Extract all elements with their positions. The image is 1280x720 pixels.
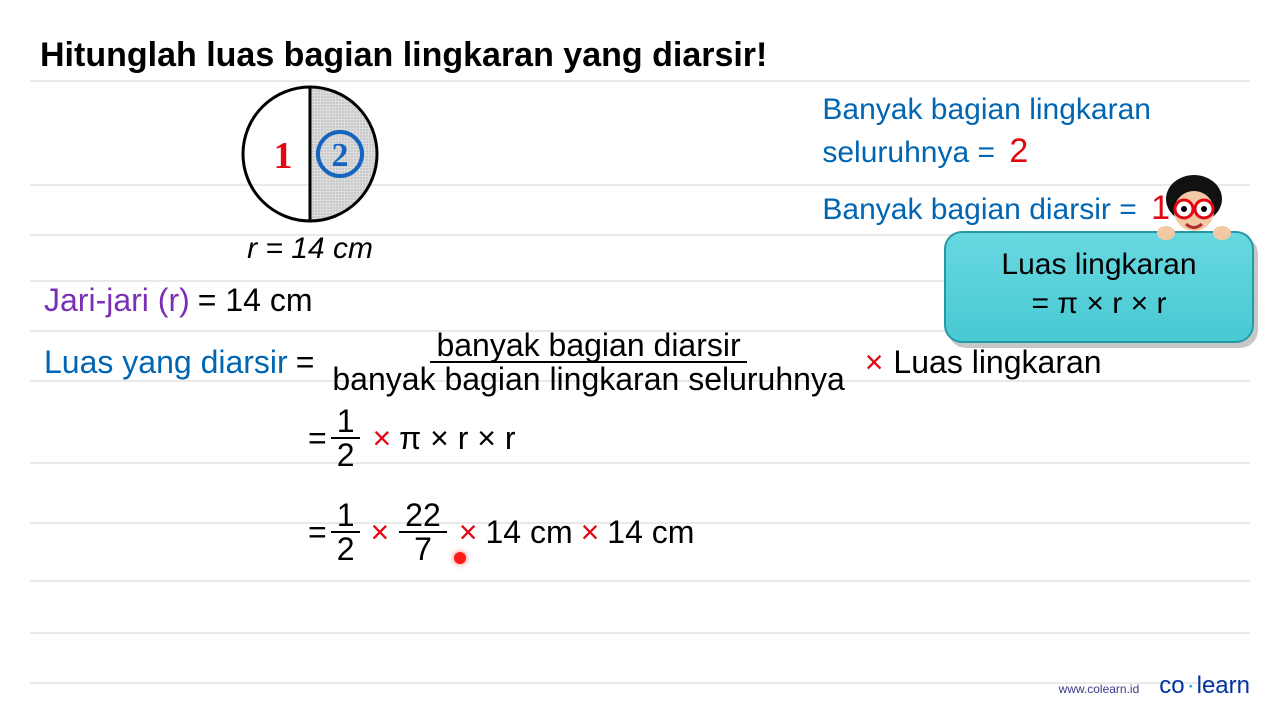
radius-label: r = 14 cm — [240, 232, 380, 266]
row-step3: = 1 2 × 22 7 × 14 cm × 14 cm — [308, 499, 1102, 565]
row-step2: = 1 2 × π × r × r — [308, 405, 1102, 471]
frac-num: banyak bagian diarsir — [430, 329, 746, 363]
formula-line1: Luas lingkaran — [964, 245, 1234, 284]
val-14-1: 14 cm — [485, 514, 572, 551]
page-title: Hitunglah luas bagian lingkaran yang dia… — [40, 36, 767, 75]
jari-value: = 14 cm — [198, 282, 313, 319]
laser-pointer-icon — [454, 552, 466, 564]
slide-root: Hitunglah luas bagian lingkaran yang dia… — [0, 0, 1280, 720]
times-4: × — [459, 514, 478, 551]
mascot-icon — [1154, 169, 1234, 249]
frac-den: banyak bagian lingkaran seluruhnya — [326, 363, 850, 395]
info-total-value: 2 — [1009, 132, 1028, 170]
luas-lingkaran-text: Luas lingkaran — [893, 344, 1101, 381]
info-row1b: seluruhnya = — [822, 136, 995, 169]
diagram-left-number: 1 — [274, 135, 293, 177]
brand-logo: co·learn — [1159, 672, 1250, 700]
times-5: × — [581, 514, 600, 551]
luas-label: Luas yang diarsir — [44, 344, 288, 381]
val-14-2: 14 cm — [607, 514, 694, 551]
fraction-half-1: 1 2 — [331, 405, 361, 471]
info-row1a: Banyak bagian lingkaran — [822, 93, 1151, 126]
row-luas-formula: Luas yang diarsir = banyak bagian diarsi… — [44, 329, 1102, 395]
footer-url: www.colearn.id — [1059, 682, 1140, 696]
fraction-22-7: 22 7 — [399, 499, 447, 565]
circle-diagram: 1 2 r = 14 cm — [240, 84, 380, 266]
times-3: × — [370, 514, 389, 551]
row-jari: Jari-jari (r) = 14 cm — [44, 282, 1102, 319]
diagram-right-number: 2 — [332, 137, 349, 174]
worked-solution: Jari-jari (r) = 14 cm Luas yang diarsir … — [44, 282, 1102, 565]
fraction-half-2: 1 2 — [331, 499, 361, 565]
pi-r-r: π × r × r — [399, 420, 515, 457]
times-1: × — [865, 344, 884, 381]
jari-label: Jari-jari (r) — [44, 282, 190, 319]
fraction-bagian: banyak bagian diarsir banyak bagian ling… — [326, 329, 850, 395]
times-2: × — [372, 420, 391, 457]
info-total-parts: Banyak bagian lingkaran seluruhnya = 2 — [822, 90, 1170, 173]
footer: www.colearn.id co·learn — [1059, 672, 1250, 700]
circle-svg: 1 2 — [240, 84, 380, 224]
